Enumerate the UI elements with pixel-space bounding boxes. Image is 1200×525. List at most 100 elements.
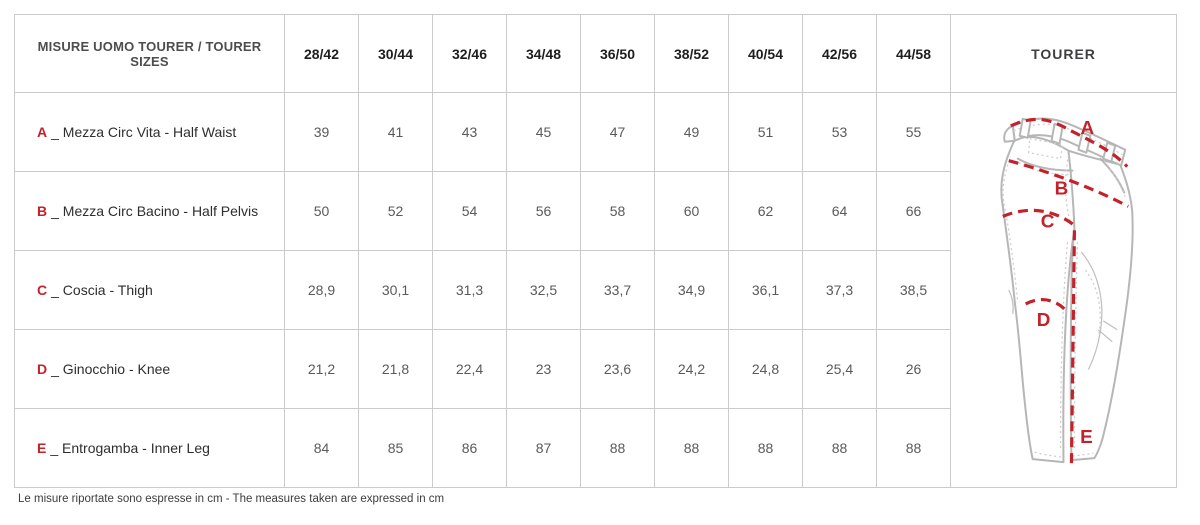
marker-b: B (1055, 178, 1069, 199)
right-pocket-stitch (1103, 160, 1126, 197)
value-cell: 64 (802, 171, 877, 251)
measure-label-text: _ Entrogamba - Inner Leg (50, 440, 210, 456)
left-seam-stitch (1002, 164, 1019, 303)
right-pocket-opening (1099, 157, 1126, 194)
measure-label: E _ Entrogamba - Inner Leg (14, 408, 285, 488)
measure-letter: A (37, 124, 48, 140)
size-header: 38/52 (654, 14, 729, 93)
value-cell: 60 (654, 171, 729, 251)
value-cell: 88 (580, 408, 655, 488)
value-cell: 88 (802, 408, 877, 488)
value-cell: 32,5 (506, 250, 581, 330)
right-hem-stitch (1072, 452, 1094, 457)
left-pocket-opening (1016, 157, 1074, 172)
knee-dart-2 (1102, 320, 1118, 331)
pants-waistband-tab (1003, 124, 1016, 143)
measure-label: D _ Ginocchio - Knee (14, 329, 285, 409)
pants-right-leg (1067, 149, 1134, 462)
size-header: 34/48 (506, 14, 581, 93)
value-cell: 47 (580, 92, 655, 172)
right-inner-stitch (1073, 242, 1079, 452)
value-cell: 21,8 (358, 329, 433, 409)
value-cell: 28,9 (284, 250, 359, 330)
value-cell: 23,6 (580, 329, 655, 409)
measure-label: C _ Coscia - Thigh (14, 250, 285, 330)
measure-letter: B (37, 203, 48, 219)
diagram-cell: A B C D E (950, 92, 1177, 488)
value-cell: 37,3 (802, 250, 877, 330)
measure-line-d (1024, 298, 1067, 312)
value-cell: 25,4 (802, 329, 877, 409)
value-cell: 51 (728, 92, 803, 172)
marker-e: E (1080, 427, 1093, 448)
measure-row-a: A _ Mezza Circ Vita - Half Waist 39 41 43… (14, 92, 1177, 488)
size-header: 30/44 (358, 14, 433, 93)
value-cell: 24,8 (728, 329, 803, 409)
unit-footnote: Le misure riportate sono espresse in cm … (18, 493, 445, 505)
value-cell: 30,1 (358, 250, 433, 330)
value-cell: 33,7 (580, 250, 655, 330)
header-row: MISURE UOMO TOURER / TOURER SIZES 28/42 … (14, 14, 1177, 93)
measure-line-c (1002, 208, 1076, 227)
size-header: 42/56 (802, 14, 877, 93)
measure-row-b: B _ Mezza Circ Bacino - Half Pelvis 50 52… (14, 171, 1177, 251)
measure-label-text: _ Ginocchio - Knee (51, 361, 171, 377)
size-chart-page: MISURE UOMO TOURER / TOURER SIZES 28/42 … (14, 14, 1177, 505)
value-cell: 55 (876, 92, 951, 172)
value-cell: 88 (728, 408, 803, 488)
value-cell: 26 (876, 329, 951, 409)
value-cell: 39 (284, 92, 359, 172)
value-cell: 24,2 (654, 329, 729, 409)
value-cell: 38,5 (876, 250, 951, 330)
value-cell: 36,1 (728, 250, 803, 330)
value-cell: 53 (802, 92, 877, 172)
measure-row-c: C _ Coscia - Thigh 28,9 30,1 31,3 32,5 33… (14, 250, 1177, 330)
measure-line-b (1008, 159, 1129, 208)
value-cell: 43 (432, 92, 507, 172)
value-cell: 54 (432, 171, 507, 251)
value-cell: 45 (506, 92, 581, 172)
value-cell: 88 (654, 408, 729, 488)
value-cell: 88 (876, 408, 951, 488)
value-cell: 41 (358, 92, 433, 172)
value-cell: 62 (728, 171, 803, 251)
measure-label: A _ Mezza Circ Vita - Half Waist (14, 92, 285, 172)
left-hem-stitch (1034, 451, 1063, 458)
measure-label-text: _ Coscia - Thigh (51, 282, 153, 298)
left-inner-stitch (1059, 242, 1069, 452)
value-cell: 50 (284, 171, 359, 251)
chart-title: MISURE UOMO TOURER / TOURER SIZES (14, 14, 285, 93)
measure-line-a (1010, 117, 1129, 168)
diagram-title: TOURER (950, 14, 1177, 93)
measure-label-text: _ Mezza Circ Vita - Half Waist (51, 124, 237, 140)
measure-row-d: D _ Ginocchio - Knee 21,2 21,8 22,4 23 23… (14, 329, 1177, 409)
pants-waistband (1011, 117, 1127, 167)
measure-label-text: _ Mezza Circ Bacino - Half Pelvis (51, 203, 259, 219)
measure-letter: C (37, 282, 48, 298)
marker-d: D (1037, 310, 1051, 331)
value-cell: 34,9 (654, 250, 729, 330)
size-header: 44/58 (876, 14, 951, 93)
marker-c: C (1041, 211, 1055, 232)
value-cell: 31,3 (432, 250, 507, 330)
value-cell: 85 (358, 408, 433, 488)
size-header: 36/50 (580, 14, 655, 93)
size-header: 32/46 (432, 14, 507, 93)
measure-label: B _ Mezza Circ Bacino - Half Pelvis (14, 171, 285, 251)
value-cell: 52 (358, 171, 433, 251)
value-cell: 49 (654, 92, 729, 172)
value-cell: 86 (432, 408, 507, 488)
measure-line-e (1069, 230, 1077, 464)
value-cell: 56 (506, 171, 581, 251)
measure-row-e: E _ Entrogamba - Inner Leg 84 85 86 87 88… (14, 408, 1177, 488)
value-cell: 58 (580, 171, 655, 251)
value-cell: 22,4 (432, 329, 507, 409)
marker-a: A (1081, 118, 1095, 139)
size-header: 28/42 (284, 14, 359, 93)
size-chart-table: MISURE UOMO TOURER / TOURER SIZES 28/42 … (14, 14, 1177, 488)
size-header: 40/54 (728, 14, 803, 93)
knee-panel-stitch (1084, 269, 1101, 337)
measure-letter: E (37, 440, 47, 456)
measure-letter: D (37, 361, 48, 377)
pants-diagram: A B C D E (1000, 117, 1134, 464)
